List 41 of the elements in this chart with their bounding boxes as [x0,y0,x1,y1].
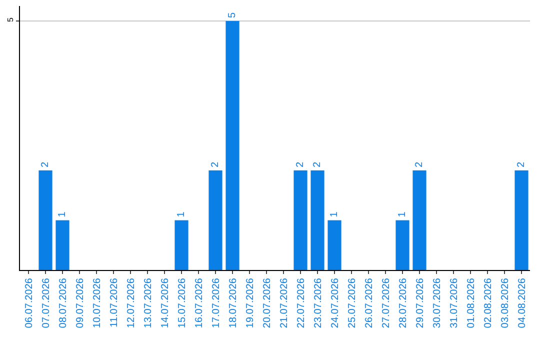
x-tick-label: 09.07.2026 [74,278,86,328]
x-tick-label: 13.07.2026 [142,278,154,328]
x-tick-label: 19.07.2026 [244,278,256,328]
x-tick-label: 26.07.2026 [364,278,375,328]
x-tick-label: 10.07.2026 [92,278,103,328]
x-tick-label: 08.07.2026 [58,278,69,328]
x-tick-label: 22.07.2026 [296,278,307,328]
data-label: 2 [210,161,221,168]
x-tick-label: 17.07.2026 [210,278,222,328]
data-label: 2 [40,161,51,168]
data-label: 2 [516,161,527,168]
x-tick-label: 16.07.2026 [194,278,205,328]
data-label: 1 [176,211,187,218]
data-label: 2 [312,161,323,168]
data-label: 5 [227,12,238,18]
x-tick-label: 14.07.2026 [160,278,171,328]
x-tick-label: 06.07.2026 [24,278,35,328]
x-tick-label: 23.07.2026 [312,278,324,328]
x-tick-label: 07.07.2026 [40,278,52,328]
x-tick-label: 25.07.2026 [346,278,358,328]
x-tick-label: 24.07.2026 [330,278,341,328]
data-label: 2 [414,161,425,168]
x-tick-label: 18.07.2026 [228,278,239,328]
x-tick-label: 29.07.2026 [414,278,426,328]
data-label: 1 [397,211,408,218]
x-tick-label: 28.07.2026 [398,278,409,328]
x-tick-label: 30.07.2026 [432,278,443,328]
x-tick-label: 02.08.2026 [482,278,494,328]
x-tick-label: 20.07.2026 [262,278,273,328]
x-tick-label: 31.07.2026 [448,278,460,328]
x-tick-label: 12.07.2026 [126,278,137,328]
x-tick-label: 01.08.2026 [466,278,477,328]
x-tick-label: 03.08.2026 [500,278,511,328]
data-label: 2 [295,161,306,168]
x-tick-label: 27.07.2026 [380,278,392,328]
x-tick-label: 21.07.2026 [278,278,290,328]
x-tick-label: 04.08.2026 [516,278,528,328]
x-tick-label: 15.07.2026 [176,278,188,328]
x-tick-label: 11.07.2026 [108,278,120,328]
data-label: 1 [329,211,340,218]
data-label: 1 [57,211,68,218]
